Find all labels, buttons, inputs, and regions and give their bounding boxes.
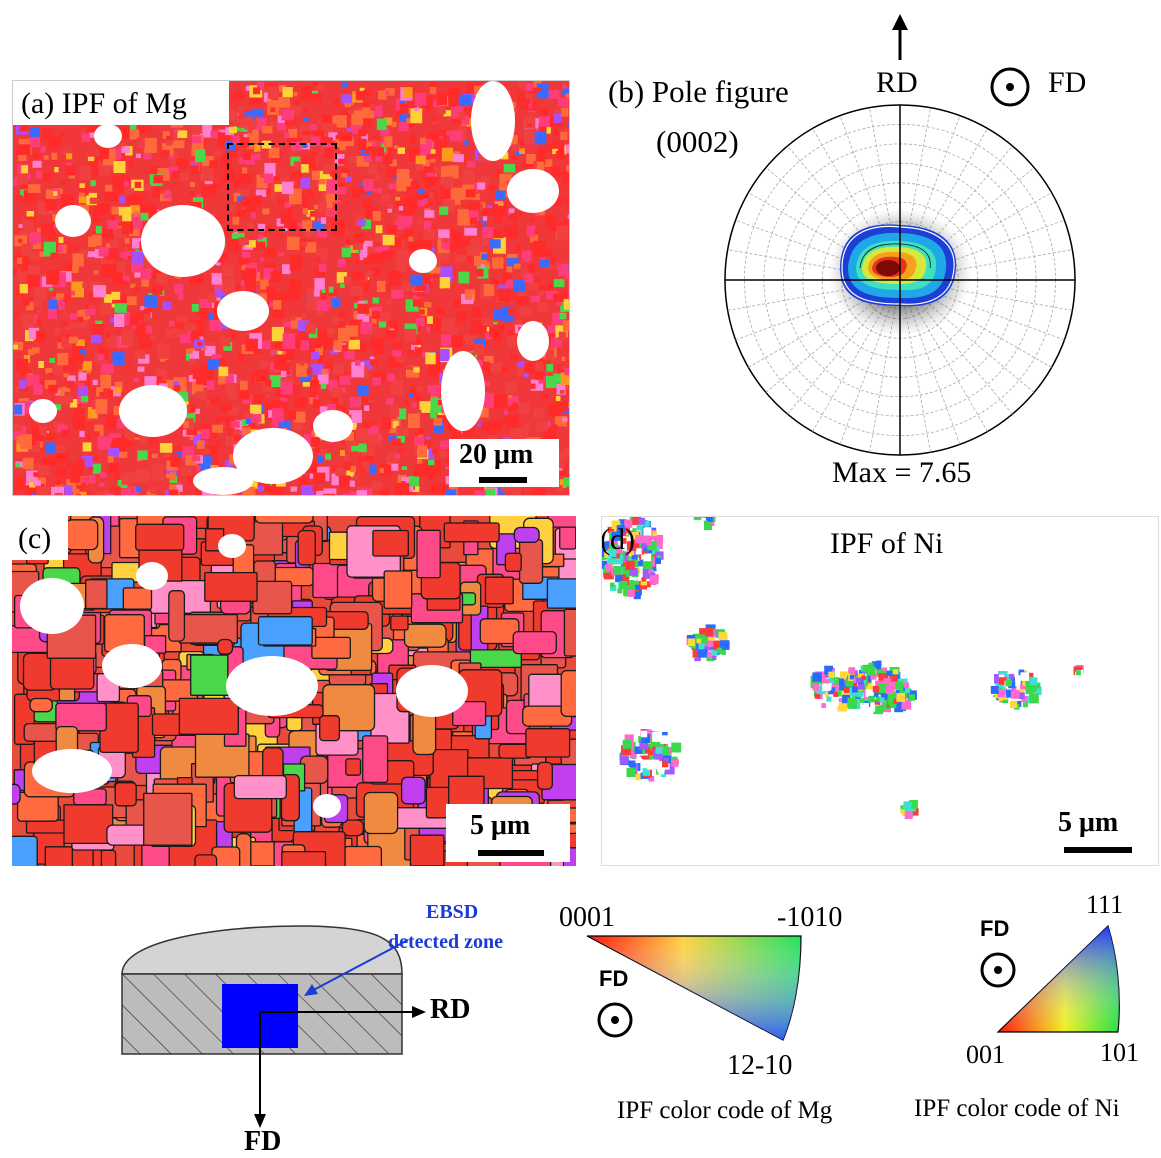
panel-c-label: (c) <box>18 522 52 555</box>
panel-d-title: IPF of Ni <box>830 527 944 560</box>
panel-a-ipf-mg: (a) IPF of Mg 20 μm <box>12 80 570 496</box>
panel-b-label-line2: (0002) <box>656 124 739 159</box>
panel-b-label-line1: (b) Pole figure <box>608 74 789 109</box>
mg-ipf-zoom-map <box>12 516 576 866</box>
ni-key-101: 101 <box>1100 1038 1139 1067</box>
panel-d-ipf-ni: (d) IPF of Ni 5 μm <box>601 516 1159 866</box>
sample-schematic: EBSD detected zone RD FD <box>100 890 540 1156</box>
schematic-rd-label: RD <box>430 994 471 1025</box>
pf-rd-label: RD <box>876 66 918 99</box>
zone-pointer <box>305 939 409 995</box>
panel-a-label-box <box>13 81 229 125</box>
rd-axis-head <box>412 1006 426 1018</box>
ni-key-fd-label: FD <box>980 916 1010 941</box>
fd-axis-head <box>254 1114 266 1128</box>
ni-key-001: 001 <box>966 1040 1005 1069</box>
sample-top-dome <box>121 925 403 975</box>
schematic-fd-label: FD <box>244 1126 282 1156</box>
zone-label-line2: detected zone <box>388 931 503 953</box>
mg-key-1210: 12-10 <box>727 1050 793 1081</box>
mg-key-1010: -1010 <box>777 902 843 933</box>
panel-b-pole-figure: (b) Pole figure (0002) R <box>570 0 1160 505</box>
mg-color-key: 0001 -1010 12-10 FD IPF color code of Mg <box>555 890 885 1156</box>
ni-key-caption: IPF color code of Ni <box>914 1095 1120 1122</box>
scalebar-a-text: 20 μm <box>459 439 534 470</box>
rd-arrow-head <box>892 14 908 30</box>
ni-ipf-map <box>602 517 1084 820</box>
ni-color-key: 111 001 101 FD IPF color code of Ni <box>910 890 1160 1156</box>
ni-key-111: 111 <box>1086 890 1124 919</box>
fd-circle-dot-icon <box>990 67 1030 107</box>
panel-c-ipf-zoom: (c) 5 μm <box>12 516 576 866</box>
mg-key-caption: IPF color code of Mg <box>617 1097 833 1124</box>
scalebar-d-text: 5 μm <box>1058 807 1119 838</box>
roi-dashed-box <box>227 143 337 231</box>
panel-c-label-box <box>12 516 68 560</box>
panel-a-label: (a) IPF of Mg <box>21 87 187 120</box>
zone-label-line1: EBSD <box>426 901 479 923</box>
pole-figure-plot <box>724 14 1076 456</box>
scalebar-a-bar <box>479 477 527 483</box>
scalebar-d-bar <box>1064 847 1132 853</box>
panel-d-label: (d) <box>601 523 635 556</box>
scalebar-c-bar <box>478 850 544 856</box>
ni-key-fd-icon <box>980 952 1016 988</box>
mg-key-0001: 0001 <box>559 902 615 933</box>
mg-key-fd-label: FD <box>599 966 629 991</box>
pf-fd-label: FD <box>1048 66 1087 99</box>
scalebar-c-text: 5 μm <box>470 810 531 841</box>
mg-key-fd-icon <box>597 1002 633 1038</box>
pf-max-label: Max = 7.65 <box>832 456 972 489</box>
